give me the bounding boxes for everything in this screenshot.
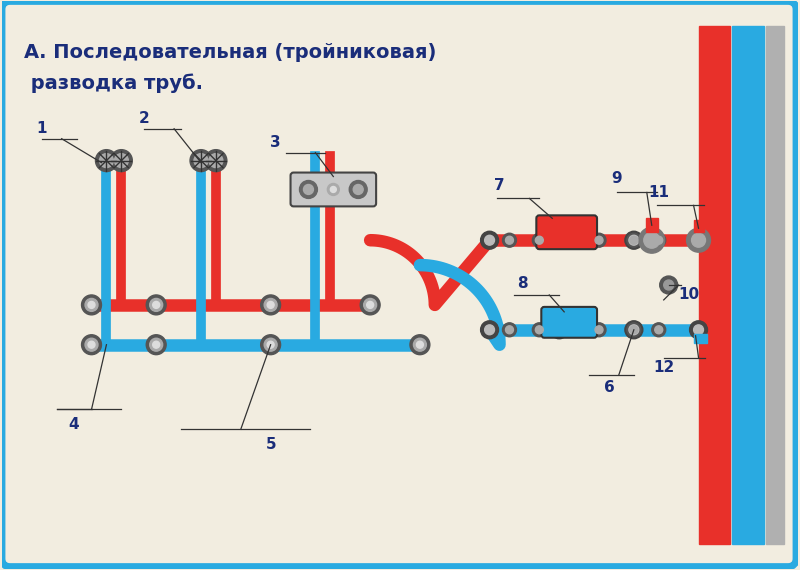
- Circle shape: [330, 186, 336, 193]
- Bar: [766, 26, 784, 544]
- Circle shape: [95, 150, 118, 172]
- Circle shape: [654, 326, 662, 334]
- Circle shape: [261, 295, 281, 315]
- Circle shape: [327, 184, 339, 196]
- Circle shape: [660, 276, 678, 294]
- Circle shape: [506, 326, 514, 334]
- Circle shape: [554, 235, 564, 245]
- Circle shape: [652, 233, 666, 247]
- Circle shape: [114, 154, 128, 168]
- Text: 12: 12: [653, 360, 674, 375]
- Circle shape: [481, 231, 498, 249]
- Text: 5: 5: [266, 437, 276, 451]
- Circle shape: [350, 181, 367, 198]
- Circle shape: [414, 338, 426, 351]
- Circle shape: [592, 233, 606, 247]
- Circle shape: [554, 325, 564, 335]
- Circle shape: [502, 233, 517, 247]
- FancyBboxPatch shape: [536, 215, 597, 249]
- Circle shape: [694, 235, 703, 245]
- Circle shape: [190, 150, 212, 172]
- Circle shape: [630, 236, 638, 244]
- Text: 10: 10: [678, 287, 699, 303]
- Text: А. Последовательная (тройниковая): А. Последовательная (тройниковая): [24, 43, 436, 62]
- Circle shape: [264, 299, 277, 311]
- Circle shape: [690, 321, 707, 339]
- Text: 9: 9: [612, 171, 622, 186]
- Text: 2: 2: [139, 111, 150, 127]
- Text: 8: 8: [517, 275, 528, 291]
- Circle shape: [485, 325, 494, 335]
- Circle shape: [417, 341, 423, 348]
- Circle shape: [264, 338, 277, 351]
- Bar: [694, 334, 707, 343]
- Circle shape: [550, 231, 568, 249]
- Text: 4: 4: [68, 417, 79, 432]
- Circle shape: [209, 154, 223, 168]
- Circle shape: [502, 323, 517, 337]
- FancyBboxPatch shape: [542, 307, 597, 338]
- Circle shape: [629, 235, 638, 245]
- Circle shape: [360, 295, 380, 315]
- Circle shape: [82, 335, 102, 355]
- Circle shape: [535, 236, 543, 244]
- Circle shape: [481, 321, 498, 339]
- Text: 7: 7: [494, 178, 505, 193]
- Circle shape: [153, 302, 160, 308]
- Circle shape: [153, 341, 160, 348]
- Circle shape: [532, 323, 546, 337]
- Circle shape: [299, 181, 318, 198]
- Circle shape: [625, 321, 643, 339]
- Bar: [732, 26, 764, 544]
- Circle shape: [99, 154, 114, 168]
- Circle shape: [194, 154, 208, 168]
- Text: 1: 1: [37, 121, 47, 136]
- Circle shape: [664, 280, 674, 290]
- Circle shape: [88, 341, 95, 348]
- Circle shape: [532, 233, 546, 247]
- Circle shape: [366, 302, 374, 308]
- Circle shape: [592, 323, 606, 337]
- Circle shape: [550, 321, 568, 339]
- Circle shape: [644, 232, 660, 248]
- Circle shape: [410, 335, 430, 355]
- Circle shape: [88, 302, 95, 308]
- Circle shape: [694, 325, 703, 335]
- Circle shape: [627, 233, 641, 247]
- Text: разводка труб.: разводка труб.: [24, 73, 203, 92]
- Circle shape: [267, 341, 274, 348]
- Text: 11: 11: [648, 185, 670, 200]
- Circle shape: [639, 227, 665, 253]
- Circle shape: [690, 231, 707, 249]
- Circle shape: [686, 228, 710, 252]
- Circle shape: [506, 236, 514, 244]
- Circle shape: [205, 150, 227, 172]
- Circle shape: [595, 326, 603, 334]
- Circle shape: [691, 233, 706, 247]
- Circle shape: [110, 150, 132, 172]
- Circle shape: [150, 299, 162, 311]
- Circle shape: [146, 295, 166, 315]
- Circle shape: [364, 299, 377, 311]
- Circle shape: [629, 325, 638, 335]
- Circle shape: [303, 185, 314, 194]
- Circle shape: [652, 323, 666, 337]
- Bar: [698, 26, 730, 544]
- Circle shape: [82, 295, 102, 315]
- Circle shape: [85, 338, 98, 351]
- Circle shape: [627, 323, 641, 337]
- Circle shape: [354, 185, 363, 194]
- Circle shape: [150, 338, 162, 351]
- Circle shape: [85, 299, 98, 311]
- Circle shape: [630, 326, 638, 334]
- Circle shape: [595, 236, 603, 244]
- Circle shape: [535, 326, 543, 334]
- Bar: [646, 218, 658, 232]
- Text: 3: 3: [270, 135, 281, 150]
- FancyBboxPatch shape: [290, 173, 376, 206]
- Text: 6: 6: [604, 380, 614, 395]
- Bar: [694, 221, 703, 232]
- Circle shape: [485, 235, 494, 245]
- Circle shape: [146, 335, 166, 355]
